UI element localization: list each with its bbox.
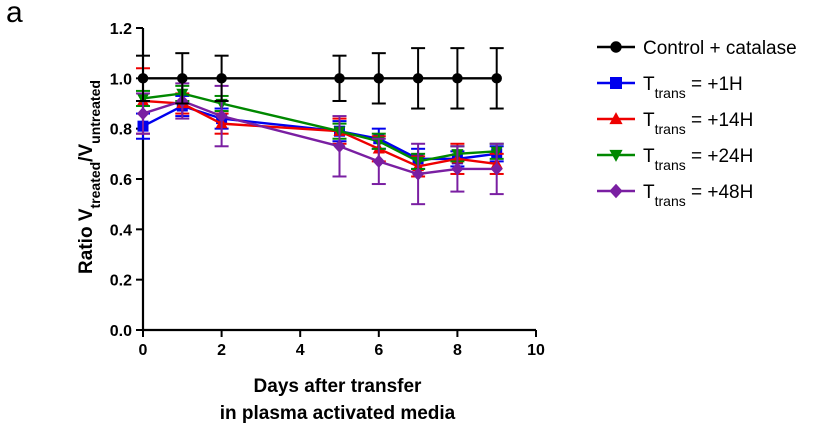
data-point <box>334 73 345 84</box>
y-tick-label: 0.8 <box>110 122 132 139</box>
y-tick-label: 1.0 <box>110 71 132 88</box>
data-point <box>412 167 425 181</box>
legend-marker <box>610 77 622 89</box>
legend-marker <box>609 149 623 162</box>
series-control <box>136 47 504 110</box>
y-tick-label: 0.6 <box>110 172 132 189</box>
data-point <box>137 73 149 84</box>
data-point <box>491 73 502 84</box>
data-point <box>373 73 385 84</box>
series-line <box>142 92 497 163</box>
legend-item-t1h: Ttrans = +1H <box>597 74 743 101</box>
series-line <box>142 99 497 176</box>
legend-item-t48h: Ttrans = +48H <box>597 182 753 209</box>
legend-label: Ttrans = +48H <box>643 182 753 209</box>
x-axis-title: Days after transfer <box>254 376 423 397</box>
data-point <box>452 73 463 84</box>
legend-label: Control + catalase <box>643 38 797 59</box>
data-point <box>372 154 385 168</box>
x-tick-label: 4 <box>296 342 305 359</box>
panel-label: a <box>6 0 23 29</box>
data-point <box>412 73 424 84</box>
data-point <box>333 139 346 153</box>
legend-label: Ttrans = +14H <box>643 110 753 137</box>
y-tick-label: 0.2 <box>110 273 132 290</box>
x-axis-title: in plasma activated media <box>220 403 456 424</box>
legend-item-t24h: Ttrans = +24H <box>597 146 753 173</box>
legend-label: Ttrans = +1H <box>643 74 743 101</box>
data-point <box>451 162 464 176</box>
series-line <box>142 99 497 168</box>
x-tick-label: 6 <box>374 342 383 359</box>
y-tick-label: 1.2 <box>110 21 132 38</box>
x-tick-label: 8 <box>453 342 462 359</box>
y-tick-label: 0.4 <box>110 222 132 239</box>
axes: 0.0 0.2 0.4 0.6 0.8 1.0 1.2 0 2 4 6 8 10 Days after t… <box>76 21 545 424</box>
legend-item-control: Control + catalase <box>597 38 797 59</box>
data-point <box>216 73 227 84</box>
series-t14h <box>136 67 504 178</box>
data-point <box>490 162 503 176</box>
x-tick-label: 2 <box>217 342 226 359</box>
legend-marker <box>609 112 623 125</box>
x-tick-label: 10 <box>527 342 545 359</box>
legend-marker <box>609 183 623 199</box>
legend-marker <box>610 41 622 53</box>
data-point <box>215 109 228 123</box>
y-tick-label: 0.0 <box>110 323 132 340</box>
series-layer <box>136 47 504 206</box>
data-point <box>136 106 150 121</box>
legend-label: Ttrans = +24H <box>643 146 753 173</box>
y-axis-title: Ratio Vtreated/Vuntreated <box>76 80 103 274</box>
data-point <box>177 73 188 84</box>
legend: Control + catalase Ttrans = +1H Ttrans = +… <box>597 38 797 209</box>
series-t24h <box>136 84 504 170</box>
series-line <box>142 104 497 161</box>
series-t48h <box>136 82 504 206</box>
x-tick-label: 0 <box>139 342 148 359</box>
legend-item-t14h: Ttrans = +14H <box>597 110 753 137</box>
